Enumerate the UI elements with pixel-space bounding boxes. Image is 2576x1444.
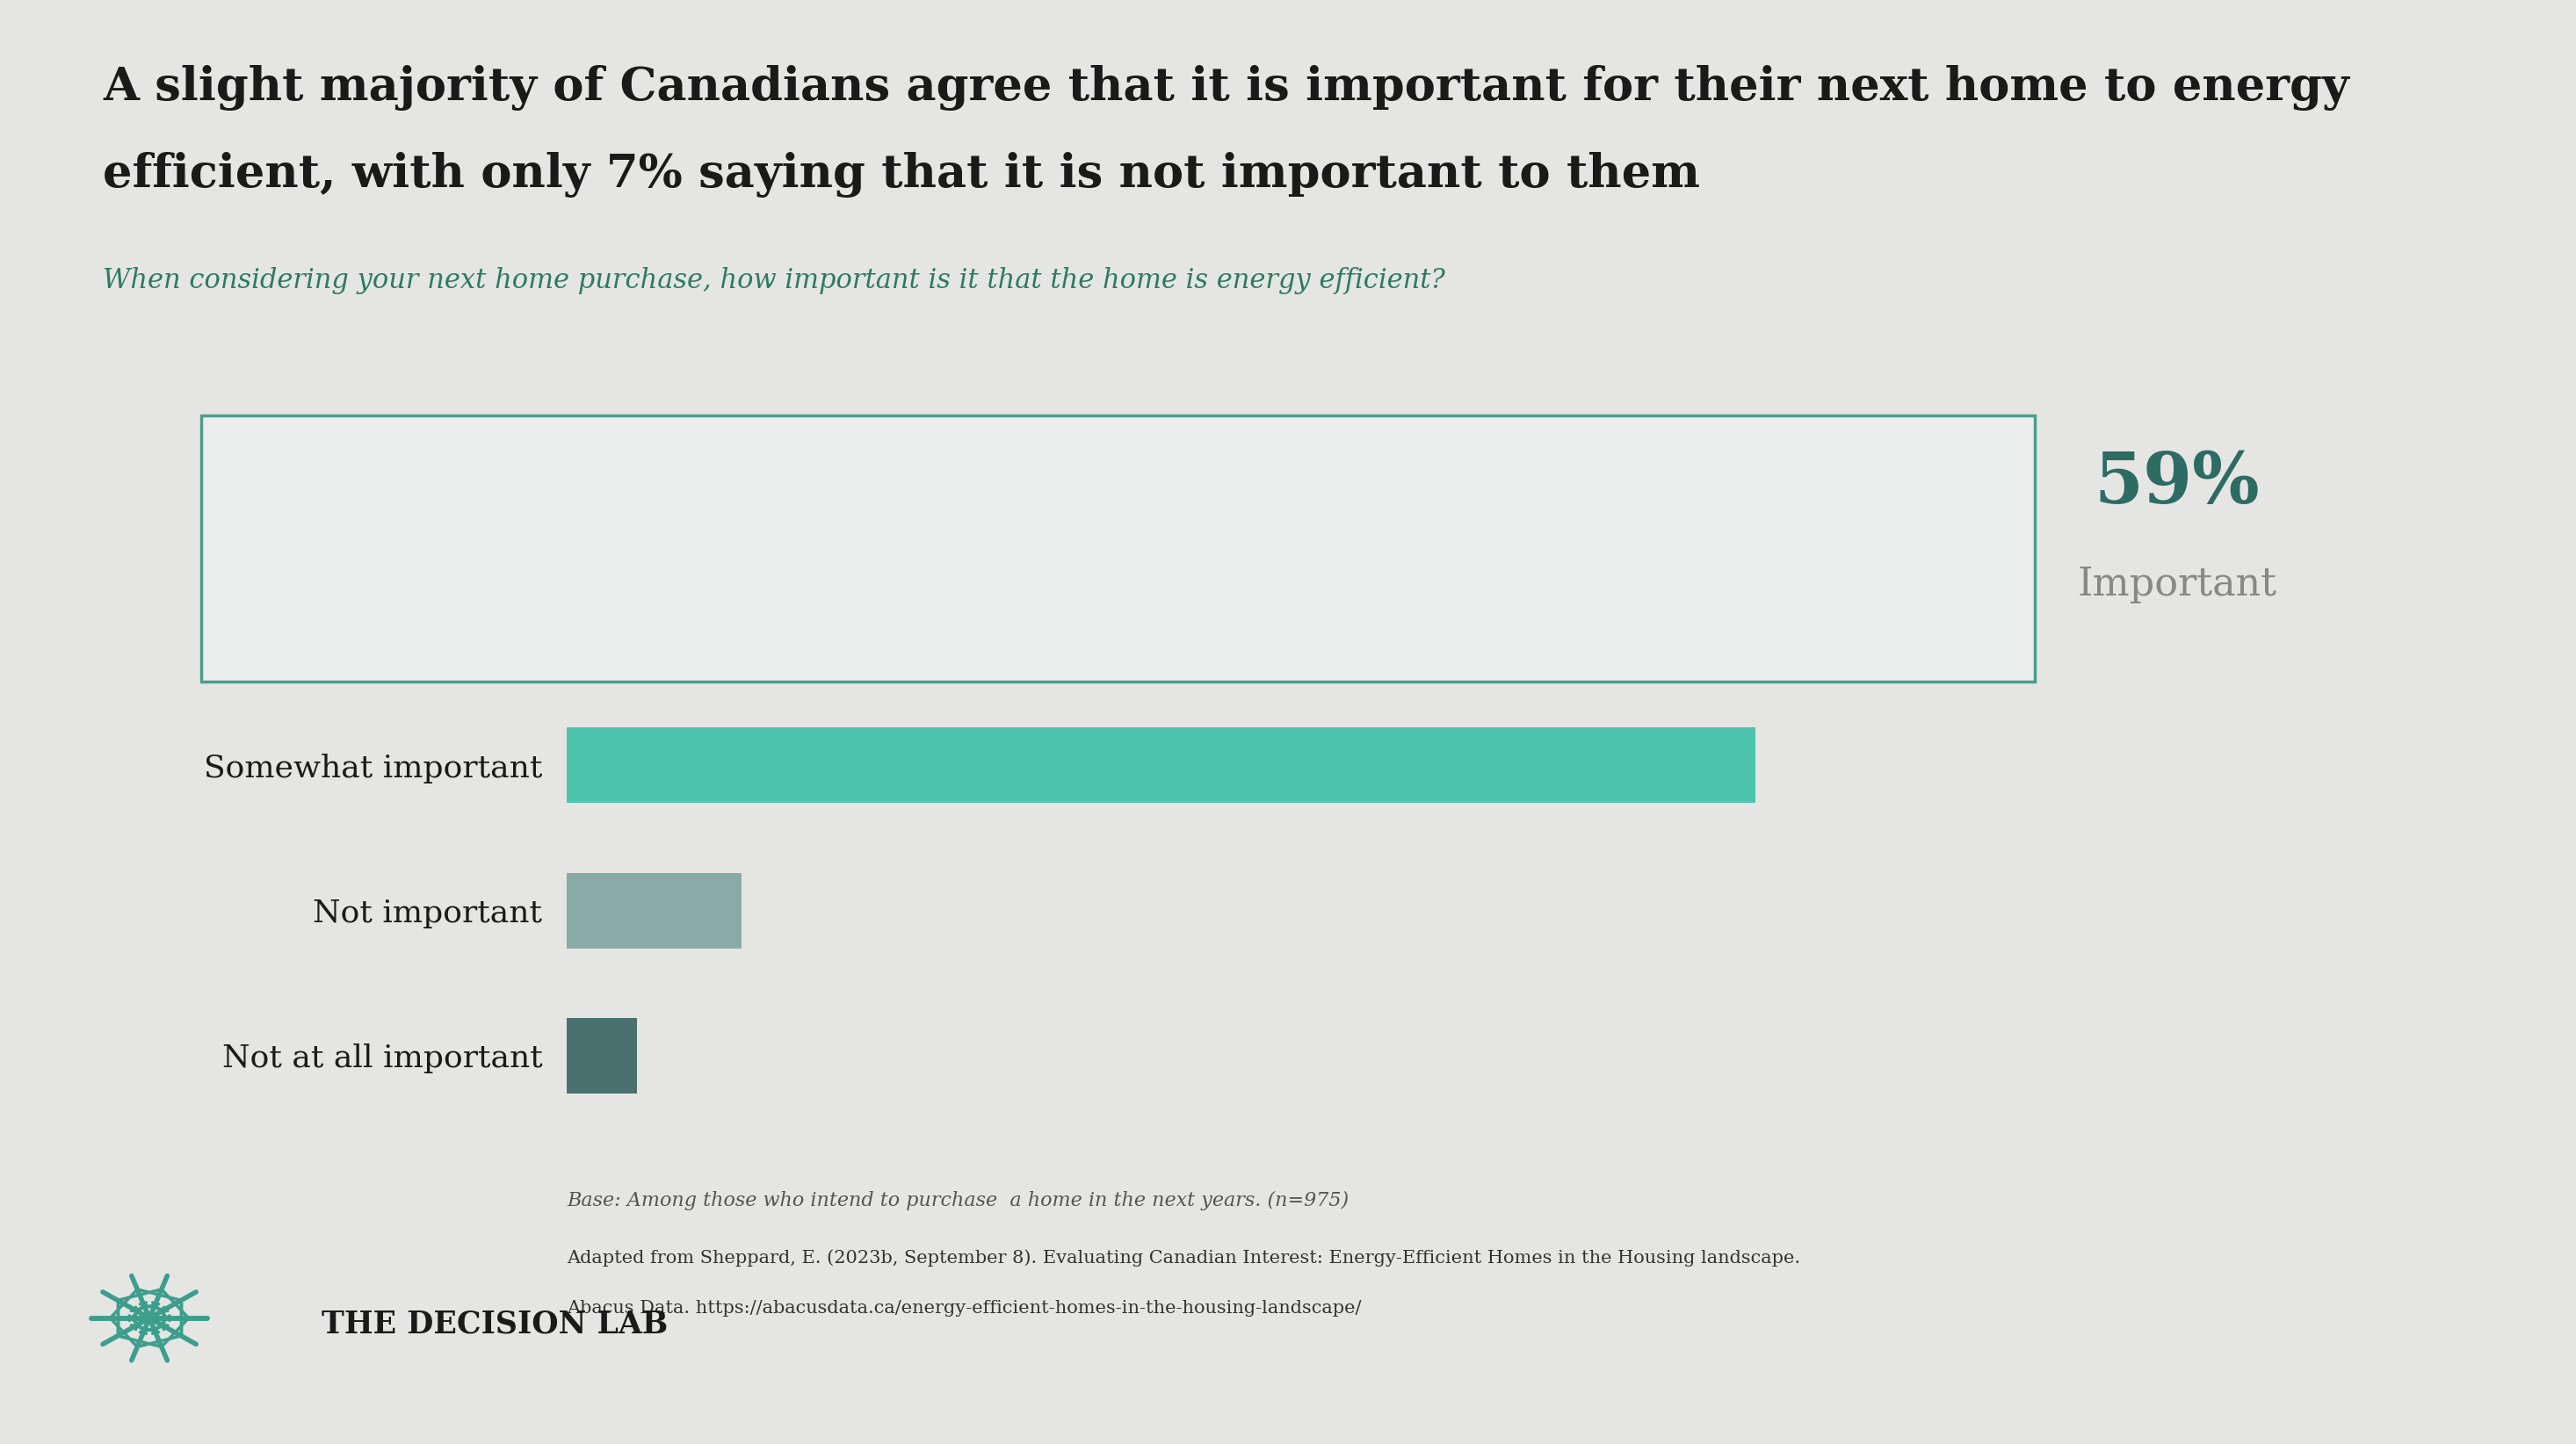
Text: Adapted from Sheppard, E. (2023b, September 8). Evaluating Canadian Interest: En: Adapted from Sheppard, E. (2023b, Septem… [567, 1249, 1801, 1266]
Text: Abacus Data. https://abacusdata.ca/energy-efficient-homes-in-the-housing-landsca: Abacus Data. https://abacusdata.ca/energ… [567, 1300, 1360, 1317]
Bar [567, 438, 1754, 513]
Text: THE DECISION LAB: THE DECISION LAB [322, 1310, 667, 1339]
Bar [567, 1018, 636, 1093]
Text: efficient, with only 7% saying that it is not important to them: efficient, with only 7% saying that it i… [103, 152, 1700, 198]
Bar [567, 728, 1754, 803]
Bar [567, 582, 1440, 658]
Text: A slight majority of Canadians agree that it is important for their next home to: A slight majority of Canadians agree tha… [103, 65, 2349, 111]
Text: 59%: 59% [2094, 449, 2259, 518]
Text: Important: Important [2076, 566, 2277, 604]
Text: When considering your next home purchase, how important is it that the home is e: When considering your next home purchase… [103, 267, 1445, 295]
Text: Base: Among those who intend to purchase  a home in the next years. (n=975): Base: Among those who intend to purchase… [567, 1191, 1350, 1210]
Bar [567, 872, 742, 949]
